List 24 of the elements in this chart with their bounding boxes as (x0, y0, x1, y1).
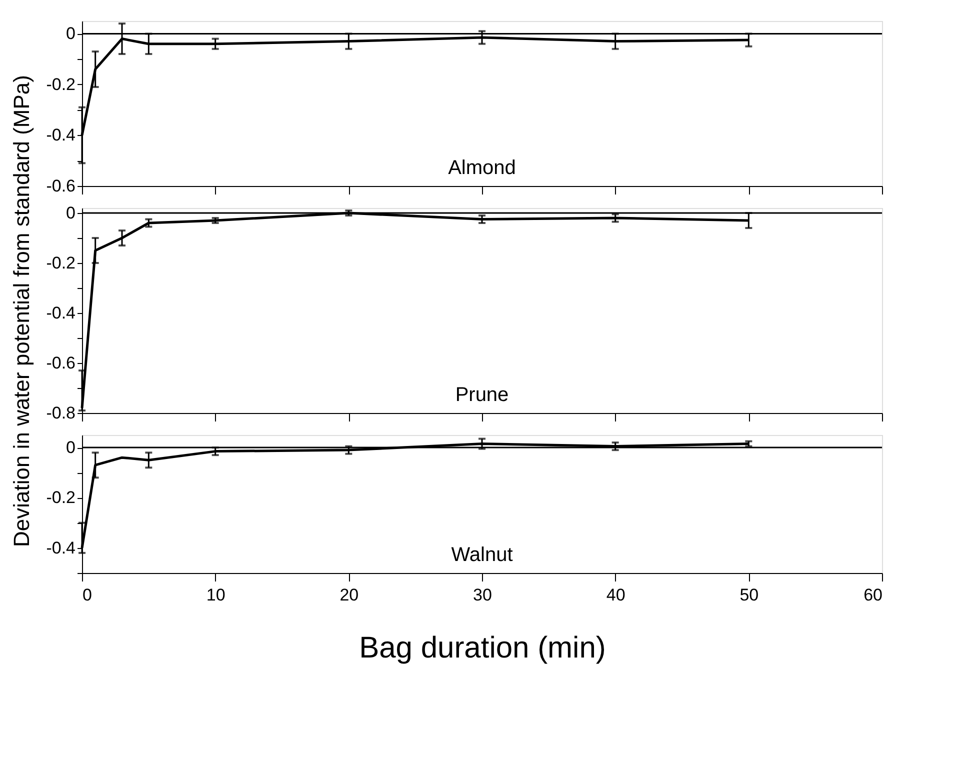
text: Almond (448, 157, 516, 179)
x-tick-label: 50 (740, 586, 759, 604)
y-axis-title: Deviation in water potential from standard (MPa) (9, 75, 34, 547)
y-tick-label: -0.4 (46, 538, 76, 558)
y-tick-label: -0.2 (46, 74, 76, 94)
x-axis-title: Bag duration (min) (359, 632, 606, 664)
y-tick-label: 0 (66, 438, 76, 458)
x-tick-label: 10 (206, 586, 226, 604)
text: Walnut (451, 544, 514, 566)
y-tick-label: -0.2 (46, 488, 76, 508)
y-tick-label: 0 (66, 204, 76, 222)
y-tick-label: -0.2 (46, 254, 76, 272)
y-tick-label: -0.4 (46, 126, 76, 145)
x-tick-label: 60 (864, 586, 882, 604)
y-tick-label: -0.4 (46, 304, 76, 322)
x-tick-label: 30 (473, 586, 492, 604)
x-tick-label: 20 (340, 586, 359, 604)
text: Prune (455, 384, 509, 406)
y-tick-label: -0.6 (46, 354, 76, 372)
x-tick-label: 0 (82, 586, 92, 604)
x-tick-label: 40 (606, 586, 626, 604)
y-tick-label: 0 (66, 24, 76, 44)
y-tick-label: -0.6 (46, 176, 76, 196)
y-tick-label: -0.8 (46, 404, 76, 422)
